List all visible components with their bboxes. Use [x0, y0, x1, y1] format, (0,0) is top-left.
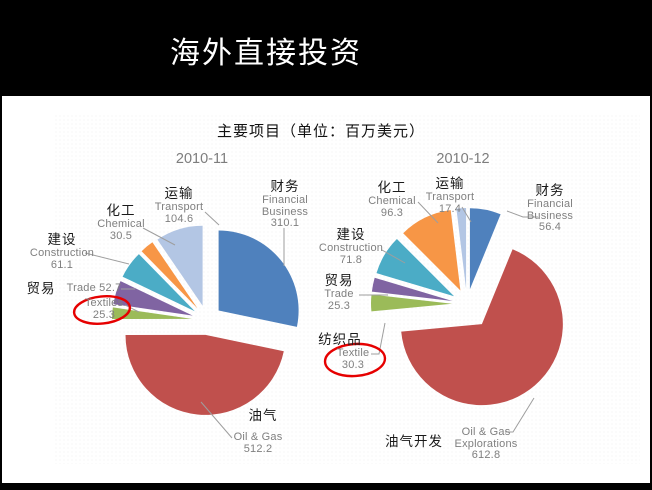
pie-slice-oil-gas-explorations [401, 249, 563, 406]
slice-label-en: Transport [425, 191, 475, 203]
slice-label-en: Construction [318, 242, 384, 254]
leader-line [204, 211, 220, 226]
pie-slice-trade [371, 277, 453, 301]
pie-slice-chemical [403, 210, 461, 291]
slice-label-value: 612.8 [471, 449, 501, 461]
slice-label-oil-gas-explorations: Oil & Gas Explorations 612.8 [454, 426, 518, 462]
slice-label-oil-gas: 油气 [249, 407, 278, 424]
slice-label-textile: Textile 30.3 [336, 347, 370, 371]
pie-slice-trade [113, 281, 193, 316]
slice-label-textiles: Textiles 25.3 [84, 297, 124, 321]
slice-label-value: 25.3 [327, 299, 351, 312]
slice-label-value: 17.4 [438, 202, 462, 215]
slice-label-en: Financial [262, 194, 308, 206]
leader-line [506, 210, 538, 218]
slice-label-value: 512.2 [243, 442, 273, 455]
slice-label-en: Transport [154, 201, 204, 213]
slice-label-trade: 贸易 Trade 25.3 [324, 272, 353, 312]
slice-label-en: Business [261, 205, 309, 218]
slice-label-cn: 纺织品 [318, 332, 362, 347]
leader-line [124, 304, 140, 313]
slice-label-transport: 运输 Transport 104.6 [155, 185, 203, 225]
slice-label-value: 104.6 [164, 212, 194, 225]
slice-label-value: 310.1 [270, 217, 300, 229]
pie-slice-textile [371, 294, 452, 312]
pie-slice-oil-gas [125, 334, 284, 415]
slice-label-financial-business: 财务 Financial Business 310.1 [262, 178, 308, 230]
leader-line [142, 227, 176, 246]
slice-label-en: Construction [29, 247, 95, 259]
slice-label-oil-gas: Oil & Gas 512.2 [233, 431, 283, 455]
annotation-ellipse [323, 342, 387, 378]
slice-label-en: Explorations [454, 437, 518, 450]
slice-label-en: Trade [324, 288, 354, 300]
slice-label-en: Chemical [368, 195, 416, 207]
slice-label-cn: 化工 [377, 180, 407, 195]
leader-line [200, 401, 233, 439]
slice-label-cn: 财务 [535, 183, 565, 198]
slice-label-value: 71.8 [339, 253, 363, 266]
slice-label-oil-gas-explorations: 油气开发 [385, 433, 443, 450]
slice-label-financial-business: 财务 Financial Business 56.4 [527, 182, 573, 234]
slice-label-cn: 建设 [336, 227, 366, 242]
title-band [2, 2, 650, 96]
pie-slice-transport [456, 208, 467, 289]
pie-slice-financial-business [469, 208, 501, 290]
slice-label-en: Textile [336, 347, 370, 359]
leader-line [417, 201, 439, 224]
slice-label-chemical: 化工 Chemical 30.5 [97, 202, 144, 242]
slice-label-trade: Trade 52.7 [66, 282, 122, 295]
slide-title: 海外直接投资 [170, 37, 362, 70]
slice-label-cn: 油气 [248, 408, 278, 423]
leader-line [371, 322, 386, 355]
slice-label-textile: 纺织品 [318, 331, 362, 348]
slide-subtitle: 主要项目（单位：百万美元） [216, 123, 426, 140]
leader-line [381, 249, 406, 264]
slice-label-en: Financial [527, 198, 573, 210]
pie-slice-transport [157, 225, 203, 306]
slice-label-cn: 油气开发 [385, 434, 443, 449]
leader-line [84, 252, 130, 265]
slice-label-en: Textiles [84, 297, 124, 309]
slice-label-construction: 建设 Construction 61.1 [30, 231, 94, 271]
chart-title-2010-11: 2010-11 [175, 151, 229, 167]
slice-label-cn: 建设 [47, 232, 77, 247]
slice-label-cn: 运输 [164, 186, 194, 201]
chart-title-2010-12: 2010-12 [436, 151, 490, 167]
pie-slice-construction [376, 239, 455, 297]
bottom-band [2, 483, 650, 488]
slice-label-transport: 运输 Transport 17.4 [426, 175, 474, 215]
slice-label-cn: 财务 [270, 179, 300, 194]
slice-label-en: Oil & Gas [461, 426, 511, 438]
slice-label-value: 25.3 [92, 308, 116, 321]
pie-slice-textiles [112, 307, 192, 319]
slice-label-value: 61.1 [50, 258, 74, 271]
slice-label-cn: 运输 [435, 176, 465, 191]
slice-label-value: 30.5 [109, 229, 133, 242]
slice-label-chemical: 化工 Chemical 96.3 [368, 179, 415, 219]
leader-line [461, 206, 472, 223]
slice-label-cn: 贸易 [324, 273, 354, 288]
slice-label-cn: 贸易 [26, 281, 56, 296]
pie-slice-chemical [141, 242, 198, 309]
slice-label-en: Trade 52.7 [66, 282, 122, 294]
slice-label-en: Chemical [97, 218, 145, 230]
leader-line [505, 397, 535, 433]
slice-label-en: Oil & Gas [233, 431, 283, 443]
slice-label-value: 30.3 [341, 358, 365, 371]
slice-label-en: Business [526, 209, 574, 222]
annotation-ellipse [72, 295, 132, 325]
slice-label-construction: 建设 Construction 71.8 [319, 226, 383, 266]
pie-slice-financial-business [218, 230, 299, 327]
pie-slice-construction [122, 254, 195, 312]
slice-label-value: 96.3 [380, 206, 404, 219]
slice-label-trade: 贸易 [27, 280, 56, 297]
slice-label-value: 56.4 [538, 221, 562, 233]
slice-label-cn: 化工 [106, 203, 136, 218]
